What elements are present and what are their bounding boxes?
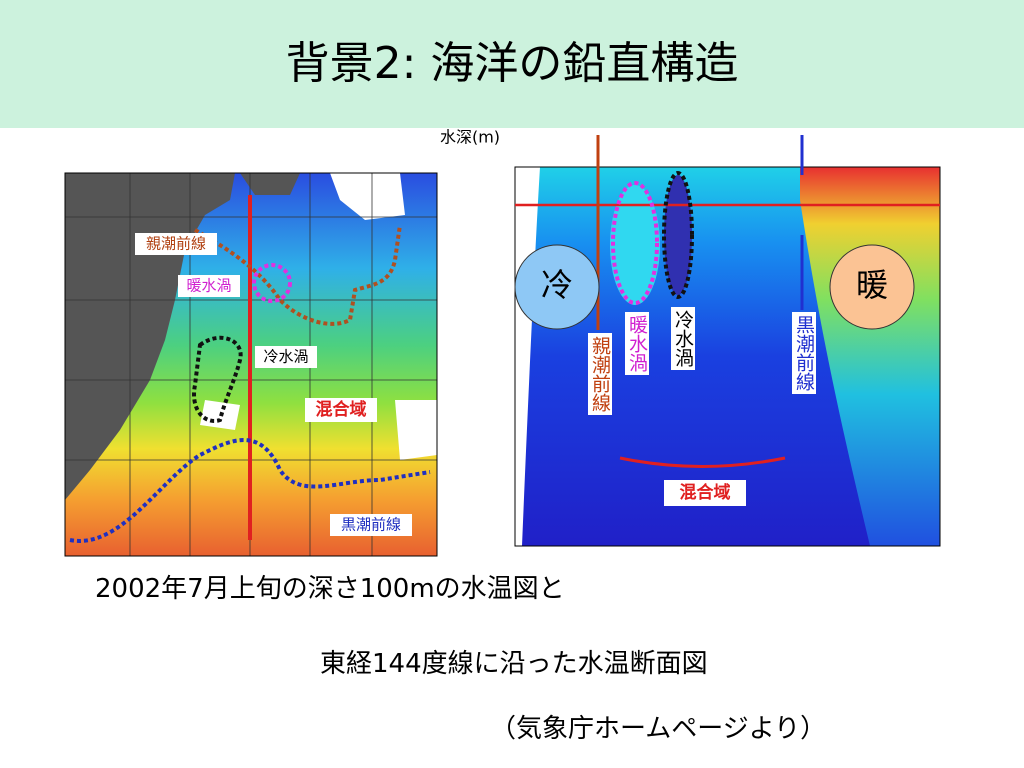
kuroshio-label: 黒潮前線 [341,516,401,534]
cold-eddy-label: 冷水渦 [263,348,308,366]
no-data [200,173,437,460]
section-kuroshio-label: 黒潮前線 [792,312,816,394]
cold-circle [514,244,600,330]
label-box [255,346,317,368]
label-box [178,275,240,297]
mixed-label: 混合域 [316,399,367,420]
label-box [305,398,377,422]
label-box [135,233,217,255]
caption-line: 東経144度線に沿った水温断面図 [320,649,708,679]
warm-eddy-label: 暖水渦 [186,277,231,295]
warm-eddy-outline [611,181,659,305]
kuroshio-front [69,438,431,543]
section-frame [514,166,941,547]
land [65,173,235,500]
title-band [0,0,1024,128]
section-cold-eddy-label: 冷水渦 [671,307,695,370]
mixed-arc [619,456,786,468]
cold-label: 冷 [541,266,573,304]
depth-title: 水深(m) [440,128,500,147]
land [240,173,300,195]
label-box [330,514,412,536]
section-oyashio-label: 親潮前線 [588,333,612,415]
caption-line: （気象庁ホームページより） [490,714,827,744]
section-mixed-label: 混合域 [680,482,731,503]
title: 背景2: 海洋の鉛直構造 [286,38,739,89]
cold-eddy-outline [662,171,694,299]
warm-core [610,185,660,305]
cold-eddy [192,335,243,423]
caption-line: 2002年7月上旬の深さ100mの水温図と [95,574,565,604]
oyashio-label: 親潮前線 [146,235,206,253]
section-warm-eddy-label: 暖水渦 [625,312,649,375]
map-frame [64,172,438,557]
warm-eddy [252,263,292,303]
warm-circle [829,244,915,330]
warm-label: 暖 [856,266,888,304]
oyashio-front [194,224,402,326]
label-box [664,480,746,506]
